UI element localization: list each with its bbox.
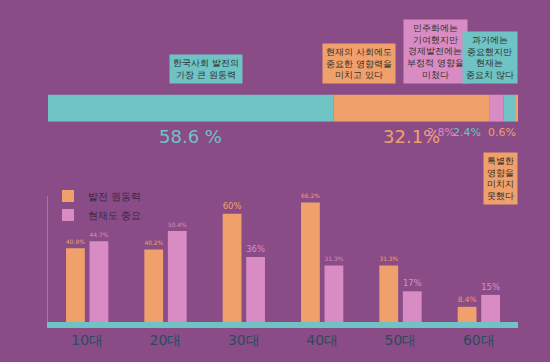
svg-text:31.3%: 31.3%	[379, 256, 398, 262]
svg-text:특별한영향을미치지못했다: 특별한영향을미치지못했다	[487, 156, 514, 201]
svg-text:40.2%: 40.2%	[144, 240, 163, 246]
svg-text:0.6%: 0.6%	[488, 126, 516, 139]
svg-text:과거에는중요했지만현재는중요치 않다: 과거에는중요했지만현재는중요치 않다	[466, 35, 514, 80]
svg-text:58.6 %: 58.6 %	[159, 126, 222, 147]
svg-text:50대: 50대	[385, 332, 417, 348]
svg-text:31.3%: 31.3%	[325, 256, 344, 262]
svg-text:20대: 20대	[150, 332, 182, 348]
svg-text:2.8%: 2.8%	[427, 126, 455, 139]
svg-text:50.4%: 50.4%	[168, 222, 187, 228]
svg-text:10대: 10대	[71, 332, 103, 348]
svg-text:60%: 60%	[223, 201, 242, 211]
svg-text:8.4%: 8.4%	[458, 295, 477, 304]
svg-text:44.7%: 44.7%	[90, 232, 109, 238]
svg-text:32.1%: 32.1%	[383, 126, 440, 147]
svg-text:15%: 15%	[481, 282, 500, 292]
svg-text:현재의 사회에도중요한 영향력을미치고 있다: 현재의 사회에도중요한 영향력을미치고 있다	[326, 47, 392, 80]
svg-text:17%: 17%	[403, 278, 422, 288]
svg-text:한국사회 발전의가장 큰 원동력: 한국사회 발전의가장 큰 원동력	[173, 58, 239, 80]
svg-text:30대: 30대	[228, 332, 260, 348]
svg-text:40대: 40대	[306, 332, 338, 348]
svg-text:현재도 중요: 현재도 중요	[88, 210, 141, 221]
svg-text:66.2%: 66.2%	[301, 193, 320, 199]
svg-text:60대: 60대	[463, 332, 495, 348]
svg-text:발전 원동력: 발전 원동력	[88, 191, 141, 202]
svg-text:40.8%: 40.8%	[66, 239, 85, 245]
svg-text:민주화에는기여했지만경제발전에는부정적 영향을미쳤다: 민주화에는기여했지만경제발전에는부정적 영향을미쳤다	[407, 23, 464, 80]
svg-text:36%: 36%	[246, 244, 265, 254]
svg-text:2.4%: 2.4%	[453, 126, 481, 139]
